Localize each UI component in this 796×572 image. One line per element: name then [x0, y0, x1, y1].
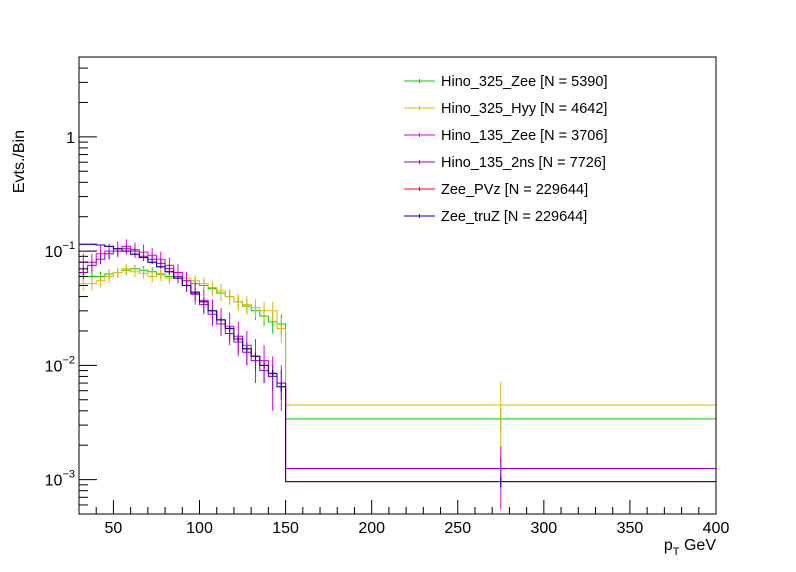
series-6 [79, 243, 716, 488]
legend-label: Zee_PVz [N = 229644] [441, 182, 588, 198]
x-tick-label: 400 [703, 520, 730, 537]
legend-entry: Zee_PVz [N = 229644] [404, 182, 588, 198]
y-axis-ticks: 10−3 10−2 10−1 1 [45, 56, 97, 515]
x-tick-label: 350 [617, 520, 644, 537]
legend-label: Zee_truZ [N = 229644] [441, 209, 587, 225]
series-step-line [79, 243, 716, 483]
series-layer [79, 239, 716, 510]
legend-entry: Hino_135_2ns [N = 7726] [404, 155, 606, 171]
x-axis-title-unit: GeV [684, 537, 716, 554]
y-tick-label: 10−1 [45, 240, 75, 261]
legend-entry: Hino_325_Zee [N = 5390] [404, 74, 607, 90]
x-axis-ticks: 50 100 150 200 250 300 350 400 [78, 500, 730, 537]
x-tick-label: 150 [272, 520, 299, 537]
x-tick-label: 250 [444, 520, 471, 537]
legend-label: Hino_325_Hyy [N = 4642] [441, 101, 607, 117]
x-axis-title: pT GeV [664, 537, 716, 558]
x-tick-label: 50 [105, 520, 123, 537]
legend-entry: Zee_truZ [N = 229644] [404, 209, 587, 225]
legend-label: Hino_135_2ns [N = 7726] [441, 155, 606, 171]
legend-entry: Hino_135_Zee [N = 3706] [404, 128, 607, 144]
legend: Hino_325_Zee [N = 5390] Hino_325_Hyy [N =… [404, 74, 607, 225]
x-tick-label: 200 [358, 520, 385, 537]
legend-label: Hino_325_Zee [N = 5390] [441, 74, 607, 90]
y-tick-label: 1 [66, 130, 75, 147]
y-tick-label: 10−3 [45, 469, 75, 490]
x-axis-title-sub: T [673, 546, 680, 558]
y-tick-label: 10−2 [45, 354, 75, 375]
x-tick-label: 100 [186, 520, 213, 537]
x-axis-title-main: p [664, 537, 673, 554]
legend-label: Hino_135_Zee [N = 3706] [441, 128, 607, 144]
y-axis-title: Evts./Bin [11, 130, 28, 193]
x-tick-label: 300 [530, 520, 557, 537]
legend-entry: Hino_325_Hyy [N = 4642] [404, 101, 607, 117]
